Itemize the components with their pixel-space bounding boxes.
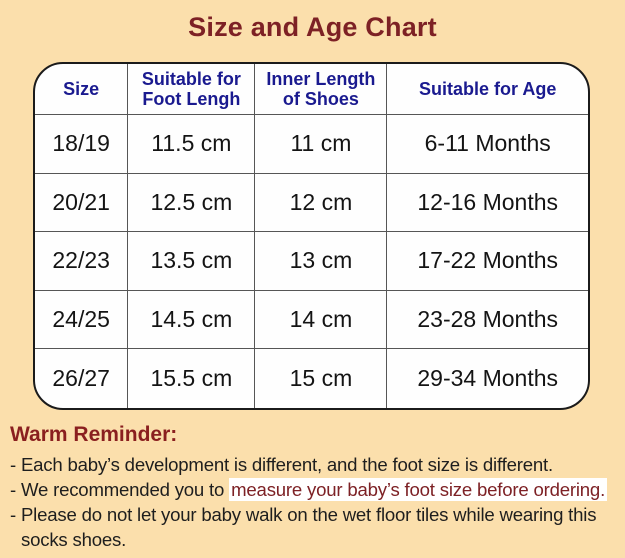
table-cell-inner-length: 14 cm [255, 290, 388, 350]
table-cell-foot-length: 14.5 cm [128, 290, 256, 350]
column-header-age: Suitable for Age [387, 64, 588, 115]
table-cell-size: 20/21 [35, 173, 129, 233]
table-cell-size: 18/19 [35, 115, 129, 174]
table-cell-age: 17-22 Months [387, 232, 588, 291]
table-cell-age: 6-11 Months [387, 115, 588, 174]
table-cell-size: 26/27 [35, 349, 129, 408]
reminder-item-measure-plain: - We recommended you to [10, 479, 230, 500]
table-cell-size: 24/25 [35, 290, 129, 350]
warm-reminder-heading: Warm Reminder: [10, 423, 178, 446]
table-cell-foot-length: 12.5 cm [128, 173, 256, 233]
size-age-table: Size Suitable for Foot Lengh Inner Lengt… [33, 62, 590, 410]
table-cell-foot-length: 13.5 cm [128, 232, 256, 291]
column-header-inner-length: Inner Length of Shoes [255, 64, 388, 115]
table-cell-size: 22/23 [35, 232, 129, 291]
reminder-item-measure: - We recommended you to measure your bab… [10, 477, 618, 502]
column-header-foot-length: Suitable for Foot Lengh [128, 64, 256, 115]
table-cell-age: 29-34 Months [417, 365, 559, 392]
table-cell-inner-length: 13 cm [255, 232, 388, 291]
reminder-item-measure-highlight: measure your baby’s foot size before ord… [229, 478, 608, 501]
table-cell-foot-length: 11.5 cm [128, 115, 256, 174]
warm-reminder-section: Warm Reminder: - Each baby’s development… [10, 423, 618, 552]
page-title: Size and Age Chart [188, 12, 437, 42]
table-cell-age: 23-28 Months [387, 291, 588, 350]
table-cell-foot-length: 15.5 cm [128, 349, 256, 408]
reminder-item-development: - Each baby’s development is different, … [10, 454, 553, 475]
table-cell-age: 12-16 Months [387, 174, 588, 233]
reminder-item-wet-floor: - Please do not let your baby walk on th… [10, 504, 597, 550]
table-cell-inner-length: 15 cm [255, 349, 388, 408]
column-header-size: Size [35, 64, 129, 115]
table-cell-inner-length: 11 cm [255, 115, 388, 174]
table-cell-inner-length: 12 cm [255, 173, 388, 233]
